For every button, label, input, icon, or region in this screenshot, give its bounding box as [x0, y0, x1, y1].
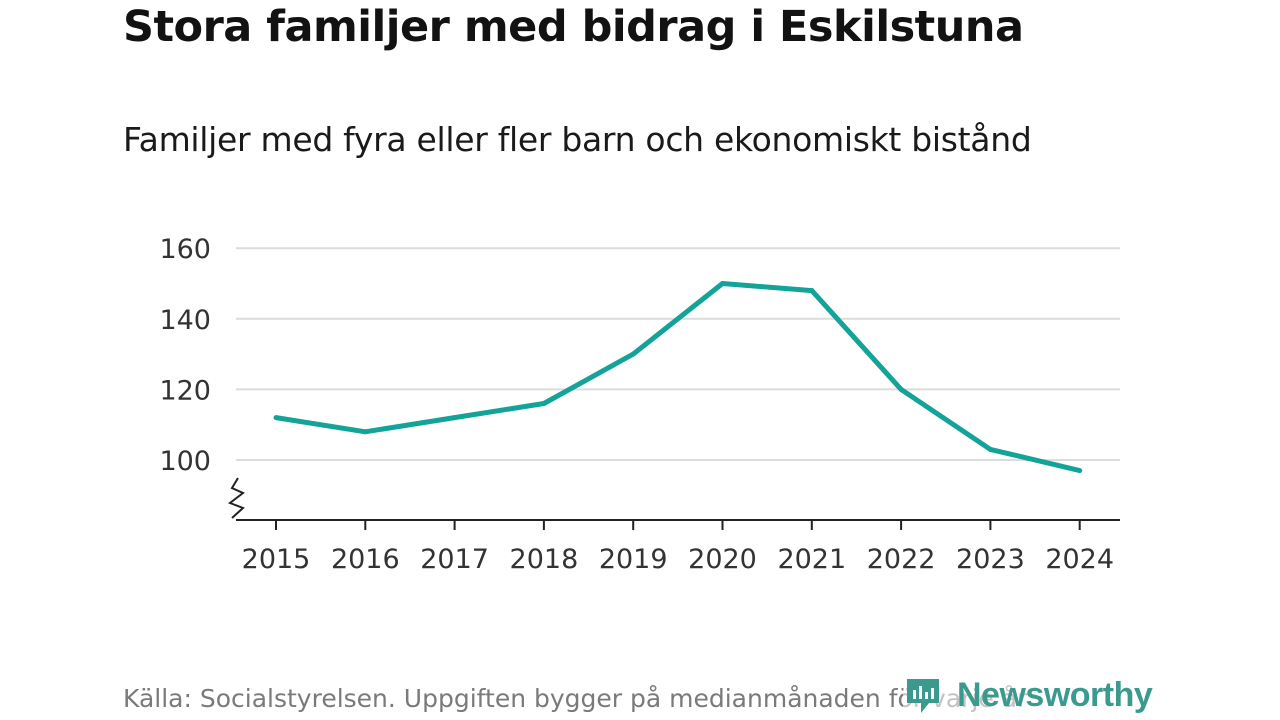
- data-point-2015: [273, 415, 279, 421]
- y-tick-label: 120: [159, 375, 211, 406]
- data-point-2022: [898, 386, 904, 392]
- x-tick-label: 2016: [331, 544, 400, 575]
- x-tick-label: 2020: [688, 544, 757, 575]
- newsworthy-logo-icon: [907, 679, 939, 713]
- x-tick-label: 2021: [777, 544, 846, 575]
- y-tick-label: 140: [159, 305, 211, 336]
- y-tick-label: 100: [159, 446, 211, 477]
- series-line-0: [275, 281, 1081, 474]
- data-point-2020: [720, 281, 725, 286]
- brand-name: Newsworthy: [957, 675, 1153, 714]
- data-point-2016: [362, 429, 368, 435]
- data-point-2021: [809, 288, 815, 294]
- data-point-2024: [1077, 468, 1083, 474]
- data-point-2017: [452, 415, 458, 421]
- gridlines: [236, 247, 1120, 461]
- x-axis-ticks: 2015 2016 2017 2018 2019 2020 2021 2022 2023 2024: [242, 520, 1114, 575]
- x-tick-label: 2023: [956, 544, 1025, 575]
- x-tick-label: 2024: [1045, 544, 1114, 575]
- x-tick-label: 2015: [242, 544, 311, 575]
- x-tick-label: 2022: [867, 544, 936, 575]
- data-point-2019: [630, 351, 636, 357]
- y-axis-ticks: 100 120 140 160: [159, 234, 211, 477]
- y-tick-label: 160: [159, 234, 211, 265]
- y-axis-break-icon: [227, 477, 245, 519]
- x-tick-label: 2017: [420, 544, 489, 575]
- x-tick-label: 2018: [510, 544, 579, 575]
- data-point-2018: [541, 401, 547, 407]
- chart-subtitle: Familjer med fyra eller fler barn och ek…: [123, 120, 1032, 159]
- source-note: Källa: Socialstyrelsen. Uppgiften bygger…: [123, 684, 1028, 713]
- x-tick-label: 2019: [599, 544, 668, 575]
- brand-logo: Newsworthy: [903, 670, 1153, 720]
- data-point-2023: [987, 446, 993, 452]
- chart-title: Stora familjer med bidrag i Eskilstuna: [123, 2, 1024, 52]
- series-layer: [273, 281, 1083, 474]
